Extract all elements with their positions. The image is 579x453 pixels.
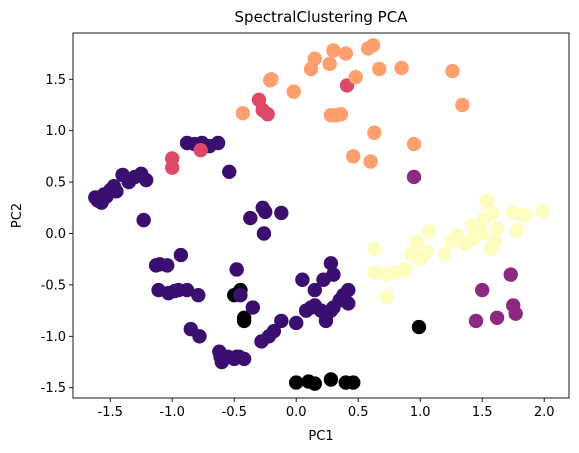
x-tick-label: 0.0	[286, 405, 307, 420]
data-point	[346, 149, 360, 163]
data-point	[334, 107, 348, 121]
data-point	[194, 143, 208, 157]
data-point	[274, 314, 288, 328]
data-point	[380, 290, 394, 304]
data-point	[490, 311, 504, 325]
data-point	[339, 46, 353, 60]
x-tick-label: 1.0	[410, 405, 431, 420]
data-point	[258, 205, 272, 219]
data-point	[475, 226, 489, 240]
data-point	[366, 38, 380, 52]
y-tick-label: -0.5	[41, 278, 66, 293]
data-point	[308, 376, 322, 390]
data-point	[260, 107, 274, 121]
data-point	[346, 375, 360, 389]
data-point	[257, 226, 271, 240]
data-point	[341, 283, 355, 297]
data-point	[398, 262, 412, 276]
data-point	[455, 98, 469, 112]
data-point	[422, 224, 436, 238]
data-point	[504, 267, 518, 281]
data-point	[475, 283, 489, 297]
data-point	[363, 154, 377, 168]
data-point	[274, 206, 288, 220]
data-point	[160, 258, 174, 272]
data-point	[367, 242, 381, 256]
data-point	[510, 223, 524, 237]
data-point	[469, 314, 483, 328]
data-point	[407, 137, 421, 151]
data-point	[136, 213, 150, 227]
data-point	[264, 72, 278, 86]
data-point	[222, 165, 236, 179]
data-point	[109, 184, 123, 198]
data-point	[289, 375, 303, 389]
data-point	[445, 64, 459, 78]
data-point	[322, 57, 336, 71]
data-point	[419, 245, 433, 259]
data-point	[236, 106, 250, 120]
x-tick-label: 2.0	[534, 405, 555, 420]
x-tick-label: -1.0	[160, 405, 185, 420]
chart-title: SpectralClustering PCA	[235, 8, 409, 26]
data-point	[308, 283, 322, 297]
data-point	[508, 306, 522, 320]
y-tick-label: 0.5	[45, 176, 66, 191]
data-point	[372, 62, 386, 76]
data-point	[229, 262, 243, 276]
x-tick-label: -0.5	[222, 405, 247, 420]
data-point	[367, 126, 381, 140]
data-point	[394, 61, 408, 75]
y-tick-label: 0.0	[45, 227, 66, 242]
y-tick-label: -1.0	[41, 330, 66, 345]
data-point	[412, 320, 426, 334]
data-point	[407, 170, 421, 184]
data-point	[349, 70, 363, 84]
data-point	[480, 193, 494, 207]
data-point	[211, 136, 225, 150]
data-point	[192, 329, 206, 343]
data-point	[490, 221, 504, 235]
x-tick-label: -1.5	[98, 405, 123, 420]
data-point	[180, 283, 194, 297]
y-tick-label: 1.5	[45, 73, 66, 88]
data-point	[237, 352, 251, 366]
data-point	[139, 173, 153, 187]
data-point	[487, 235, 501, 249]
data-point	[518, 208, 532, 222]
x-tick-label: 1.5	[472, 405, 493, 420]
data-point	[308, 52, 322, 66]
data-point	[485, 206, 499, 220]
x-axis-label: PC1	[308, 429, 333, 444]
data-point	[536, 204, 550, 218]
data-point	[243, 211, 257, 225]
data-point	[289, 316, 303, 330]
y-axis-label: PC2	[10, 203, 25, 228]
y-tick-label: -1.5	[41, 381, 66, 396]
data-point	[324, 372, 338, 386]
data-point	[326, 43, 340, 57]
data-point	[287, 84, 301, 98]
data-point	[174, 248, 188, 262]
data-point	[213, 350, 227, 364]
data-point	[326, 267, 340, 281]
y-tick-label: 1.0	[45, 124, 66, 139]
data-point	[295, 273, 309, 287]
data-point	[438, 247, 452, 261]
data-point	[165, 160, 179, 174]
x-tick-label: 0.5	[348, 405, 369, 420]
data-point	[246, 300, 260, 314]
data-point	[233, 288, 247, 302]
